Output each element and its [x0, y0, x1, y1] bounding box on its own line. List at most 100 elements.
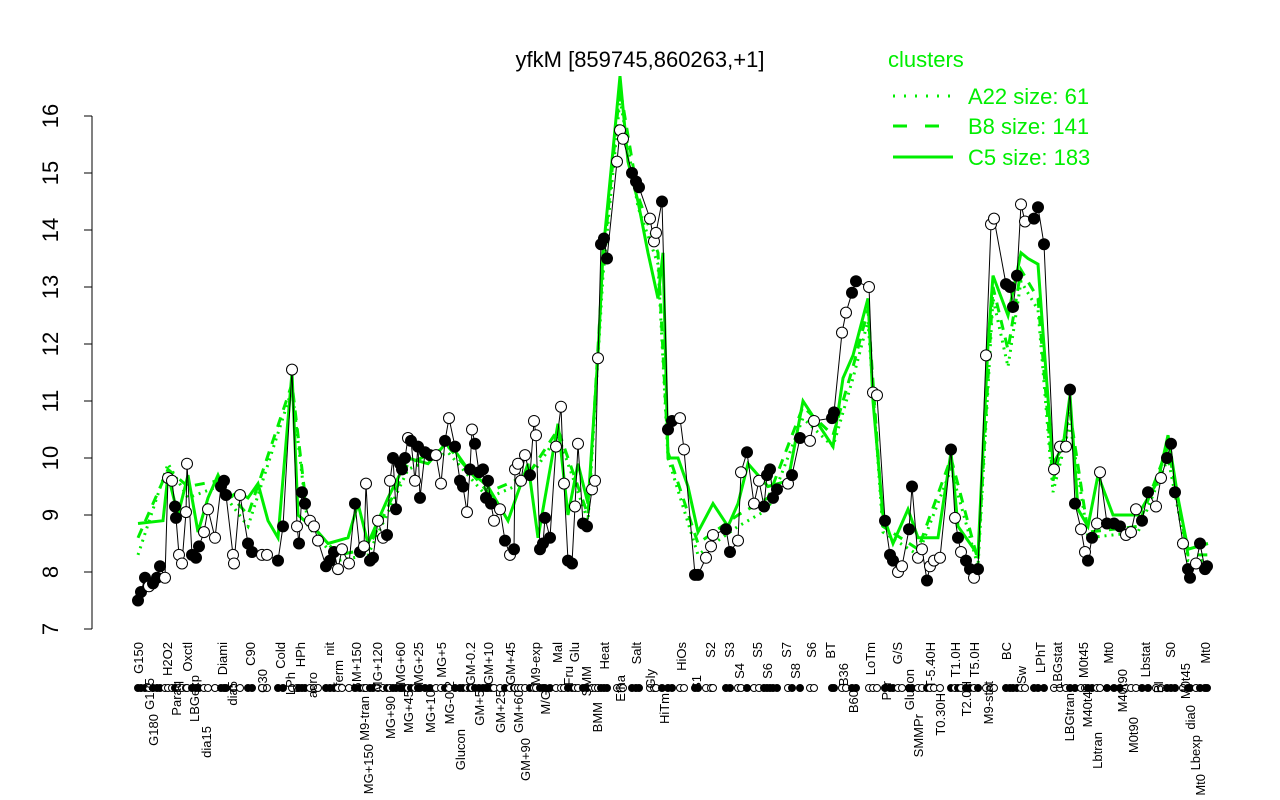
data-point [1064, 383, 1076, 396]
data-point [705, 540, 717, 553]
y-tick-label: 13 [38, 275, 63, 299]
data-point [381, 528, 393, 541]
sample-marker [796, 684, 804, 692]
x-tick-label: S8 [788, 663, 803, 679]
x-tick-label: B36 [836, 663, 851, 686]
sample-marker [936, 684, 944, 692]
x-tick-label: M40t90 [1115, 669, 1130, 712]
x-tick-label: Mal [550, 642, 565, 663]
x-tick-label: M9-tran [357, 696, 372, 741]
data-point [598, 232, 610, 245]
x-tick-label: S4 [732, 663, 747, 679]
sample-marker [236, 684, 244, 692]
data-point [1161, 452, 1173, 464]
data-point [1125, 526, 1137, 539]
data-point [896, 560, 908, 573]
data-point [916, 543, 928, 556]
data-point [372, 514, 384, 527]
data-point [753, 474, 765, 487]
x-tick-label: T2.0H [959, 681, 974, 716]
sample-marker [668, 684, 676, 692]
data-point [293, 537, 305, 550]
x-tick-label: GM+90 [518, 738, 533, 781]
x-tick-label: MG+120 [370, 642, 385, 692]
x-tick-label: LoTm [863, 642, 878, 675]
data-point [972, 563, 984, 576]
x-tick-label: G135 [142, 678, 157, 710]
data-point [159, 571, 171, 584]
data-point [850, 275, 862, 288]
sample-marker [1144, 684, 1152, 692]
data-point [539, 511, 551, 524]
data-point [692, 568, 704, 581]
x-tick-label: S0 [1163, 642, 1178, 658]
legend-label-a22: A22 size: 61 [968, 84, 1089, 109]
data-point [558, 477, 570, 490]
data-point [871, 389, 883, 402]
x-tick-label: S6 [760, 663, 775, 679]
x-tick-label: Pyr [879, 680, 894, 700]
data-point [887, 554, 899, 567]
y-tick-label: 12 [38, 332, 63, 356]
data-point [409, 474, 421, 487]
sample-marker [680, 684, 688, 692]
data-point [863, 281, 875, 293]
data-point [601, 252, 613, 265]
data-point [519, 449, 531, 462]
data-point [457, 480, 469, 493]
data-point [1155, 471, 1167, 484]
data-point [544, 531, 556, 544]
data-point [485, 497, 497, 510]
data-point [903, 523, 915, 536]
sample-markers [134, 684, 1211, 692]
data-point [644, 212, 656, 225]
x-tick-label: M0t45 [1076, 642, 1091, 678]
data-point [439, 434, 451, 447]
x-tick-label: S5 [750, 642, 765, 658]
data-point [1091, 517, 1103, 530]
data-point [286, 363, 298, 376]
data-point [656, 195, 668, 208]
x-tick-label: T5.0H [967, 642, 982, 677]
data-point [291, 520, 303, 533]
data-point [879, 514, 891, 527]
data-point [1165, 437, 1177, 450]
data-point [906, 480, 918, 493]
x-tick-label: dia0 [1183, 705, 1198, 730]
data-point [193, 540, 205, 553]
data-point [336, 543, 348, 556]
data-point [176, 557, 188, 570]
x-tick-label: MG+25 [411, 642, 426, 685]
data-point [700, 551, 712, 564]
x-tick-label: MG+90 [383, 696, 398, 739]
data-point [1007, 300, 1019, 313]
data-point [154, 560, 166, 573]
y-tick-label: 7 [38, 623, 63, 635]
x-tick-label: S3 [722, 642, 737, 658]
data-point [494, 503, 506, 516]
x-tick-label: ferm [331, 660, 346, 686]
sample-marker [1103, 684, 1111, 692]
sample-marker [1171, 684, 1179, 692]
data-point [1190, 557, 1202, 570]
x-tick-label: C90 [243, 642, 258, 666]
data-point [786, 469, 798, 482]
data-point [1032, 201, 1044, 214]
x-tick-label: dia5 [225, 681, 240, 706]
legend-label-c5: C5 size: 183 [968, 145, 1090, 170]
y-tick-label: 9 [38, 509, 63, 521]
data-point [1177, 537, 1189, 550]
sample-marker [204, 684, 212, 692]
data-point [988, 212, 1000, 225]
data-point [299, 497, 311, 510]
data-point [581, 520, 593, 533]
data-point [1086, 531, 1098, 544]
data-point [934, 551, 946, 564]
legend: clusters A22 size: 61 B8 size: 141 C5 si… [888, 47, 1090, 170]
data-point [846, 286, 858, 299]
data-point [220, 489, 232, 502]
data-point [678, 443, 690, 456]
y-axis: 7 8 9 10 11 12 13 14 15 16 [38, 104, 93, 635]
x-tick-label: M9-stat [981, 681, 996, 725]
legend-label-b8: B8 size: 141 [968, 114, 1089, 139]
